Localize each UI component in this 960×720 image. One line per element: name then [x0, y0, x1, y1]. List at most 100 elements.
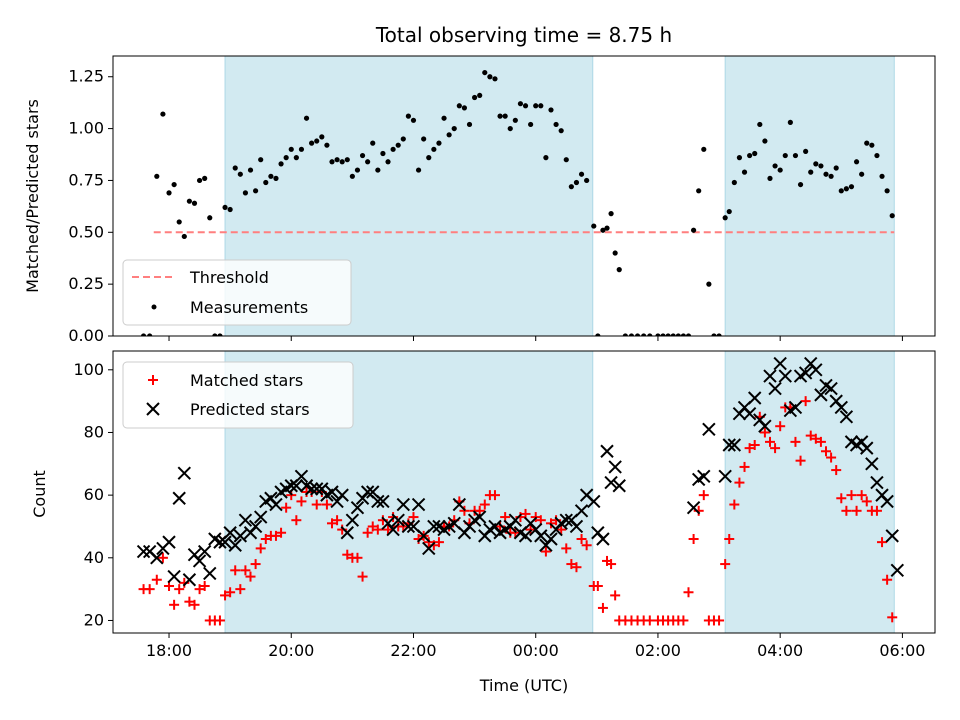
measurement-point: [716, 333, 722, 336]
measurement-point: [410, 117, 417, 123]
measurement-point: [548, 107, 554, 113]
measurement-point: [558, 128, 564, 134]
predicted-stars-point: [223, 526, 237, 540]
predicted-stars-point: [758, 419, 772, 433]
measurement-point: [696, 188, 702, 194]
measurement-point: [747, 152, 753, 159]
measurement-point: [487, 74, 493, 80]
measurement-point: [647, 333, 653, 336]
bottom-panel-ylabel: Count: [30, 470, 49, 518]
matched-stars-point: [877, 537, 888, 548]
measurement-point: [752, 150, 758, 157]
predicted-stars-point: [870, 475, 884, 490]
measurement-point: [833, 165, 839, 171]
measurement-point: [160, 111, 166, 117]
measurement-point: [263, 179, 269, 186]
matched-stars-point: [281, 502, 292, 513]
x-tick-label: 06:00: [879, 641, 925, 660]
matched-stars-point: [841, 505, 852, 516]
measurement-point: [808, 169, 814, 175]
matched-stars-point: [225, 587, 236, 598]
measurement-point: [232, 165, 238, 171]
measurement-point: [706, 281, 712, 287]
measurement-point: [803, 148, 809, 155]
predicted-stars-point: [534, 529, 548, 543]
matched-stars-point: [479, 499, 490, 510]
predicted-stars-point: [167, 569, 181, 584]
top-panel-title: Total observing time = 8.75 h: [375, 23, 672, 47]
measurement-point: [451, 125, 457, 132]
predicted-stars-point: [544, 532, 558, 546]
measurement-point: [171, 181, 177, 188]
matched-stars-point: [372, 524, 383, 535]
measurement-point: [400, 136, 406, 142]
measurement-point: [242, 190, 249, 196]
measurement-point: [314, 138, 320, 144]
measurement-point: [140, 333, 147, 336]
measurement-point: [298, 146, 305, 152]
predicted-stars-point: [197, 544, 212, 559]
measurement-point: [578, 171, 585, 177]
legend-measurements-swatch: [151, 304, 157, 310]
matched-stars-point: [821, 446, 832, 457]
matched-stars-point: [174, 584, 185, 595]
matched-stars-point: [151, 574, 162, 585]
matched-stars-point: [683, 587, 694, 598]
measurement-point: [665, 333, 671, 336]
measurement-point: [604, 225, 610, 231]
matched-stars-point: [861, 496, 872, 507]
matched-stars-point: [887, 612, 898, 623]
measurement-point: [701, 146, 707, 152]
predicted-stars-point: [177, 466, 192, 480]
legend-predicted-swatch: [146, 402, 160, 416]
matched-stars-point: [540, 546, 551, 557]
measurement-point: [690, 227, 697, 233]
predicted-stars-point: [702, 422, 716, 437]
predicted-stars-point: [376, 494, 390, 509]
matched-stars-point: [678, 615, 689, 626]
matched-stars-point: [856, 490, 867, 501]
measurement-point: [212, 333, 218, 336]
measurement-point: [889, 213, 895, 219]
matched-stars-point: [321, 499, 332, 510]
measurement-point: [253, 188, 259, 194]
measurement-point: [685, 333, 692, 336]
matched-stars-point: [250, 559, 261, 570]
measurement-point: [680, 333, 687, 336]
measurement-point: [777, 167, 783, 173]
predicted-stars-point: [686, 500, 701, 515]
matched-stars-point: [362, 527, 373, 538]
matched-stars-point: [764, 436, 775, 447]
measurement-point: [528, 121, 534, 128]
measurement-point: [869, 142, 875, 148]
matched-stars-point: [688, 534, 699, 544]
measurement-point: [823, 171, 829, 177]
measurement-point: [207, 215, 213, 221]
y-tick-label: 40: [84, 548, 104, 567]
measurement-point: [726, 208, 732, 215]
measurement-point: [675, 333, 681, 336]
measurement-point: [154, 173, 160, 179]
measurement-point: [634, 333, 641, 336]
measurement-point: [431, 146, 437, 152]
measurement-point: [711, 333, 717, 336]
measurement-point: [741, 169, 748, 175]
matched-stars-point: [576, 534, 587, 544]
y-tick-label: 60: [84, 485, 104, 504]
x-tick-label: 18:00: [146, 641, 192, 660]
matched-stars-point: [245, 571, 256, 582]
predicted-stars-point: [569, 519, 584, 534]
measurement-point: [405, 113, 411, 119]
predicted-stars-point: [612, 479, 626, 493]
measurement-point: [426, 155, 432, 161]
measurement-point: [884, 188, 890, 194]
matched-stars-point: [276, 527, 287, 538]
x-tick-label: 20:00: [268, 641, 314, 660]
measurement-point: [441, 115, 447, 121]
measurement-point: [349, 173, 355, 179]
predicted-stars-point: [411, 497, 426, 512]
measurement-point: [191, 200, 198, 206]
top-panel-ylabel: Matched/Predicted stars: [23, 99, 42, 293]
matched-stars-point: [734, 477, 745, 488]
